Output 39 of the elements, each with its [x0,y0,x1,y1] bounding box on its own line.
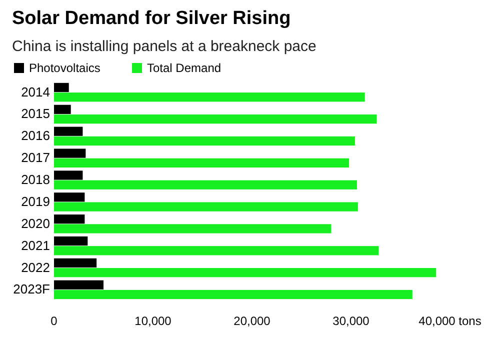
bar [54,224,332,234]
x-tick-label: 0 [50,314,58,328]
bar [54,236,88,246]
y-tick-label: 2020 [21,216,50,231]
bar [54,104,71,114]
y-tick-label: 2019 [21,194,50,209]
chart-title: Solar Demand for Silver Rising [12,8,291,29]
bar [54,148,86,158]
bar [54,202,358,212]
y-tick-label: 2014 [21,84,50,100]
bar [54,92,365,102]
bar [54,214,85,224]
y-tick-label: 2017 [21,150,50,166]
y-tick-label: 2018 [21,172,50,188]
bar [54,180,357,190]
x-tick-label: 10,000 [134,314,172,328]
bar [54,114,377,124]
bar [54,268,436,278]
x-tick-label: 20,000 [234,314,271,328]
y-tick-label: 2016 [21,128,50,144]
bar [54,258,97,268]
bar [54,290,412,300]
bar [54,170,83,180]
bar [54,158,350,168]
legend-label: Photovoltaics [29,61,100,75]
bar [54,82,69,92]
legend-label: Total Demand [147,61,222,75]
y-tick-label: 2022 [21,260,50,275]
bar [54,192,85,202]
y-tick-label: 2023F [13,282,50,297]
x-tick-label: 30,000 [332,314,370,328]
y-tick-label: 2015 [21,106,50,122]
bar [54,126,83,136]
x-tick-label: 40,000 tons [418,314,482,328]
bar [54,246,379,256]
bar [54,136,355,146]
y-tick-label: 2021 [21,238,50,253]
chart-subtitle: China is installing panels at a breakneck pace [12,38,316,55]
bar [54,280,104,290]
